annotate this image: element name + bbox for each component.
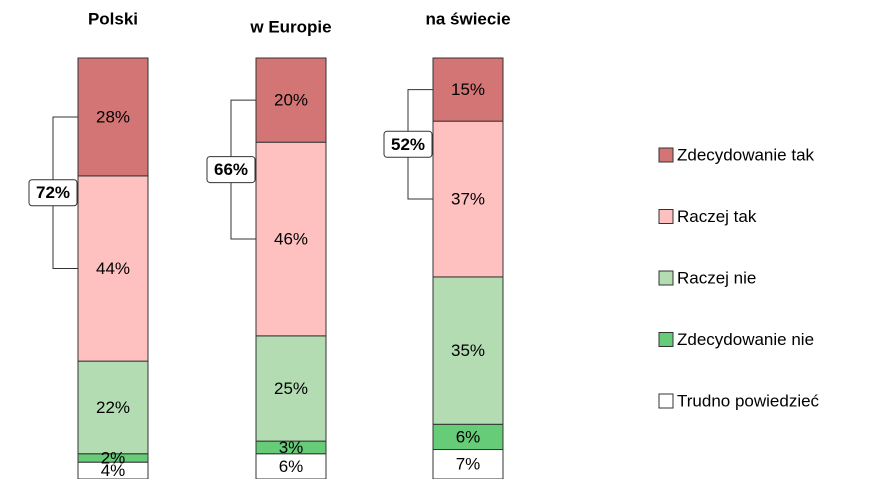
total-box <box>383 130 433 158</box>
legend-label: Raczej tak <box>677 207 757 226</box>
bar-segment <box>255 335 327 442</box>
bar-segment <box>432 423 504 451</box>
total-box <box>206 156 256 184</box>
data-label: 46% <box>274 230 308 249</box>
bar-segment <box>432 276 504 425</box>
bar-segment <box>77 57 149 177</box>
data-label: 20% <box>274 91 308 110</box>
legend-label: Zdecydowanie tak <box>677 145 815 164</box>
data-label: 35% <box>451 341 485 360</box>
total-label: 72% <box>36 183 70 202</box>
column-title: na świecie <box>425 9 510 28</box>
data-label: 2% <box>101 448 126 467</box>
legend-swatch <box>658 332 674 347</box>
column-title: Polski <box>88 9 138 28</box>
data-label: 22% <box>96 398 130 417</box>
data-label: 25% <box>274 379 308 398</box>
data-label: 28% <box>96 107 130 126</box>
bar-segment <box>432 120 504 278</box>
legend-swatch <box>658 270 674 286</box>
data-label: 3% <box>279 438 304 457</box>
data-label: 6% <box>279 457 304 476</box>
total-box <box>28 179 78 207</box>
data-label: 44% <box>96 259 130 278</box>
bar-segment <box>255 57 327 143</box>
column-title: w Europie <box>249 17 331 36</box>
bar-segment <box>77 360 149 455</box>
total-label: 52% <box>391 135 425 154</box>
legend-swatch <box>658 209 674 224</box>
legend-label: Zdecydowanie nie <box>677 330 814 349</box>
data-label: 6% <box>456 427 481 446</box>
bar-segment <box>255 453 327 479</box>
total-label: 66% <box>214 160 248 179</box>
data-label: 15% <box>451 80 485 99</box>
legend-swatch <box>658 393 674 409</box>
data-label: 4% <box>101 461 126 479</box>
bar-segment <box>432 57 504 122</box>
legend-label: Trudno powiedzieć <box>677 391 820 410</box>
legend-label: Raczej nie <box>677 268 756 287</box>
data-label: 37% <box>451 190 485 209</box>
data-label: 7% <box>456 455 481 474</box>
legend-swatch <box>658 147 674 163</box>
bar-segment <box>432 449 504 479</box>
